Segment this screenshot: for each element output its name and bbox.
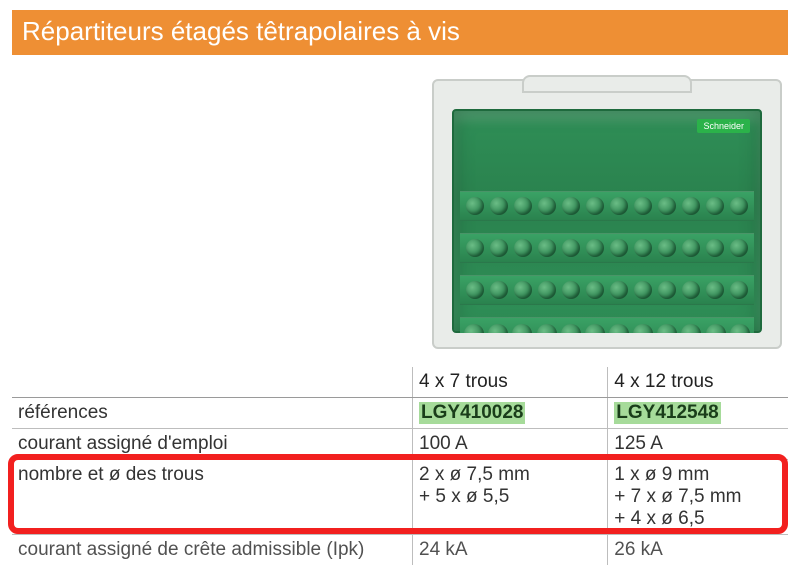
screw-icon <box>706 197 724 215</box>
product-image: Schneider <box>412 61 772 361</box>
spec-table: 4 x 7 trous 4 x 12 trous références LGY41… <box>12 367 788 565</box>
screw-icon <box>514 197 532 215</box>
screw-icon <box>634 239 652 257</box>
screw-icon <box>610 281 628 299</box>
row-value-b: LGY412548 <box>608 398 788 429</box>
screw-icon <box>514 281 532 299</box>
row-value-a: LGY410028 <box>413 398 608 429</box>
row-label: courant assigné de crête admissible (Ipk… <box>12 535 413 565</box>
reference-code: LGY412548 <box>614 402 720 424</box>
screw-icon <box>706 281 724 299</box>
screw-icon <box>634 197 652 215</box>
screw-icon <box>682 239 700 257</box>
screw-icon <box>586 197 604 215</box>
row-label: références <box>12 398 413 429</box>
screw-icon <box>730 239 748 257</box>
screw-icon <box>730 281 748 299</box>
screw-icon <box>561 324 581 344</box>
left-spacer <box>12 61 412 361</box>
screw-icon <box>512 324 532 344</box>
screw-icon <box>586 239 604 257</box>
screw-icon <box>730 197 748 215</box>
screw-icon <box>586 281 604 299</box>
screw-icon <box>490 281 508 299</box>
screw-icon <box>466 281 484 299</box>
screw-icon <box>537 324 557 344</box>
screw-icon <box>681 324 701 344</box>
row-label: nombre et ø des trous <box>12 460 413 535</box>
table-header-row: 4 x 7 trous 4 x 12 trous <box>12 367 788 398</box>
screw-icon <box>538 197 556 215</box>
table-row: références LGY410028 LGY412548 <box>12 398 788 429</box>
screw-icon <box>658 281 676 299</box>
header-label <box>12 367 413 398</box>
terminal-row <box>460 275 754 305</box>
table-body: références LGY410028 LGY412548 courant assi… <box>12 398 788 565</box>
row-value-b: 1 x ø 9 mm+ 7 x ø 7,5 mm+ 4 x ø 6,5 <box>608 460 788 535</box>
screw-icon <box>657 324 677 344</box>
screw-icon <box>585 324 605 344</box>
terminal-row <box>460 317 754 351</box>
header-col-a: 4 x 7 trous <box>413 367 608 398</box>
screw-icon <box>610 239 628 257</box>
row-value-b: 125 A <box>608 429 788 460</box>
row-value-a: 100 A <box>413 429 608 460</box>
terminal-row <box>460 191 754 221</box>
screw-icon <box>682 281 700 299</box>
row-value-b: 26 kA <box>608 535 788 565</box>
screw-icon <box>488 324 508 344</box>
header-col-b: 4 x 12 trous <box>608 367 788 398</box>
screw-icon <box>658 239 676 257</box>
screw-icon <box>562 197 580 215</box>
table-row: courant assigné d'emploi100 A125 A <box>12 429 788 460</box>
row-value-a: 2 x ø 7,5 mm+ 5 x ø 5,5 <box>413 460 608 535</box>
screw-icon <box>706 324 726 344</box>
screw-icon <box>609 324 629 344</box>
screw-icon <box>634 281 652 299</box>
screw-icon <box>562 239 580 257</box>
screw-icon <box>538 239 556 257</box>
screw-icon <box>658 197 676 215</box>
screw-icon <box>464 324 484 344</box>
screw-icon <box>514 239 532 257</box>
terminal-row <box>460 233 754 263</box>
page-title: Répartiteurs étagés têtrapolaires à vis <box>12 10 788 55</box>
screw-icon <box>682 197 700 215</box>
screw-icon <box>610 197 628 215</box>
row-value-a: 24 kA <box>413 535 608 565</box>
screw-icon <box>706 239 724 257</box>
screw-icon <box>730 324 750 344</box>
brand-badge: Schneider <box>697 119 750 133</box>
screw-icon <box>490 239 508 257</box>
screw-icon <box>466 239 484 257</box>
row-label: courant assigné d'emploi <box>12 429 413 460</box>
screw-icon <box>633 324 653 344</box>
screw-icon <box>466 197 484 215</box>
table-row: courant assigné de crête admissible (Ipk… <box>12 535 788 565</box>
reference-code: LGY410028 <box>419 402 525 424</box>
screw-icon <box>490 197 508 215</box>
table-row: nombre et ø des trous2 x ø 7,5 mm+ 5 x ø… <box>12 460 788 535</box>
screw-icon <box>562 281 580 299</box>
screw-icon <box>538 281 556 299</box>
